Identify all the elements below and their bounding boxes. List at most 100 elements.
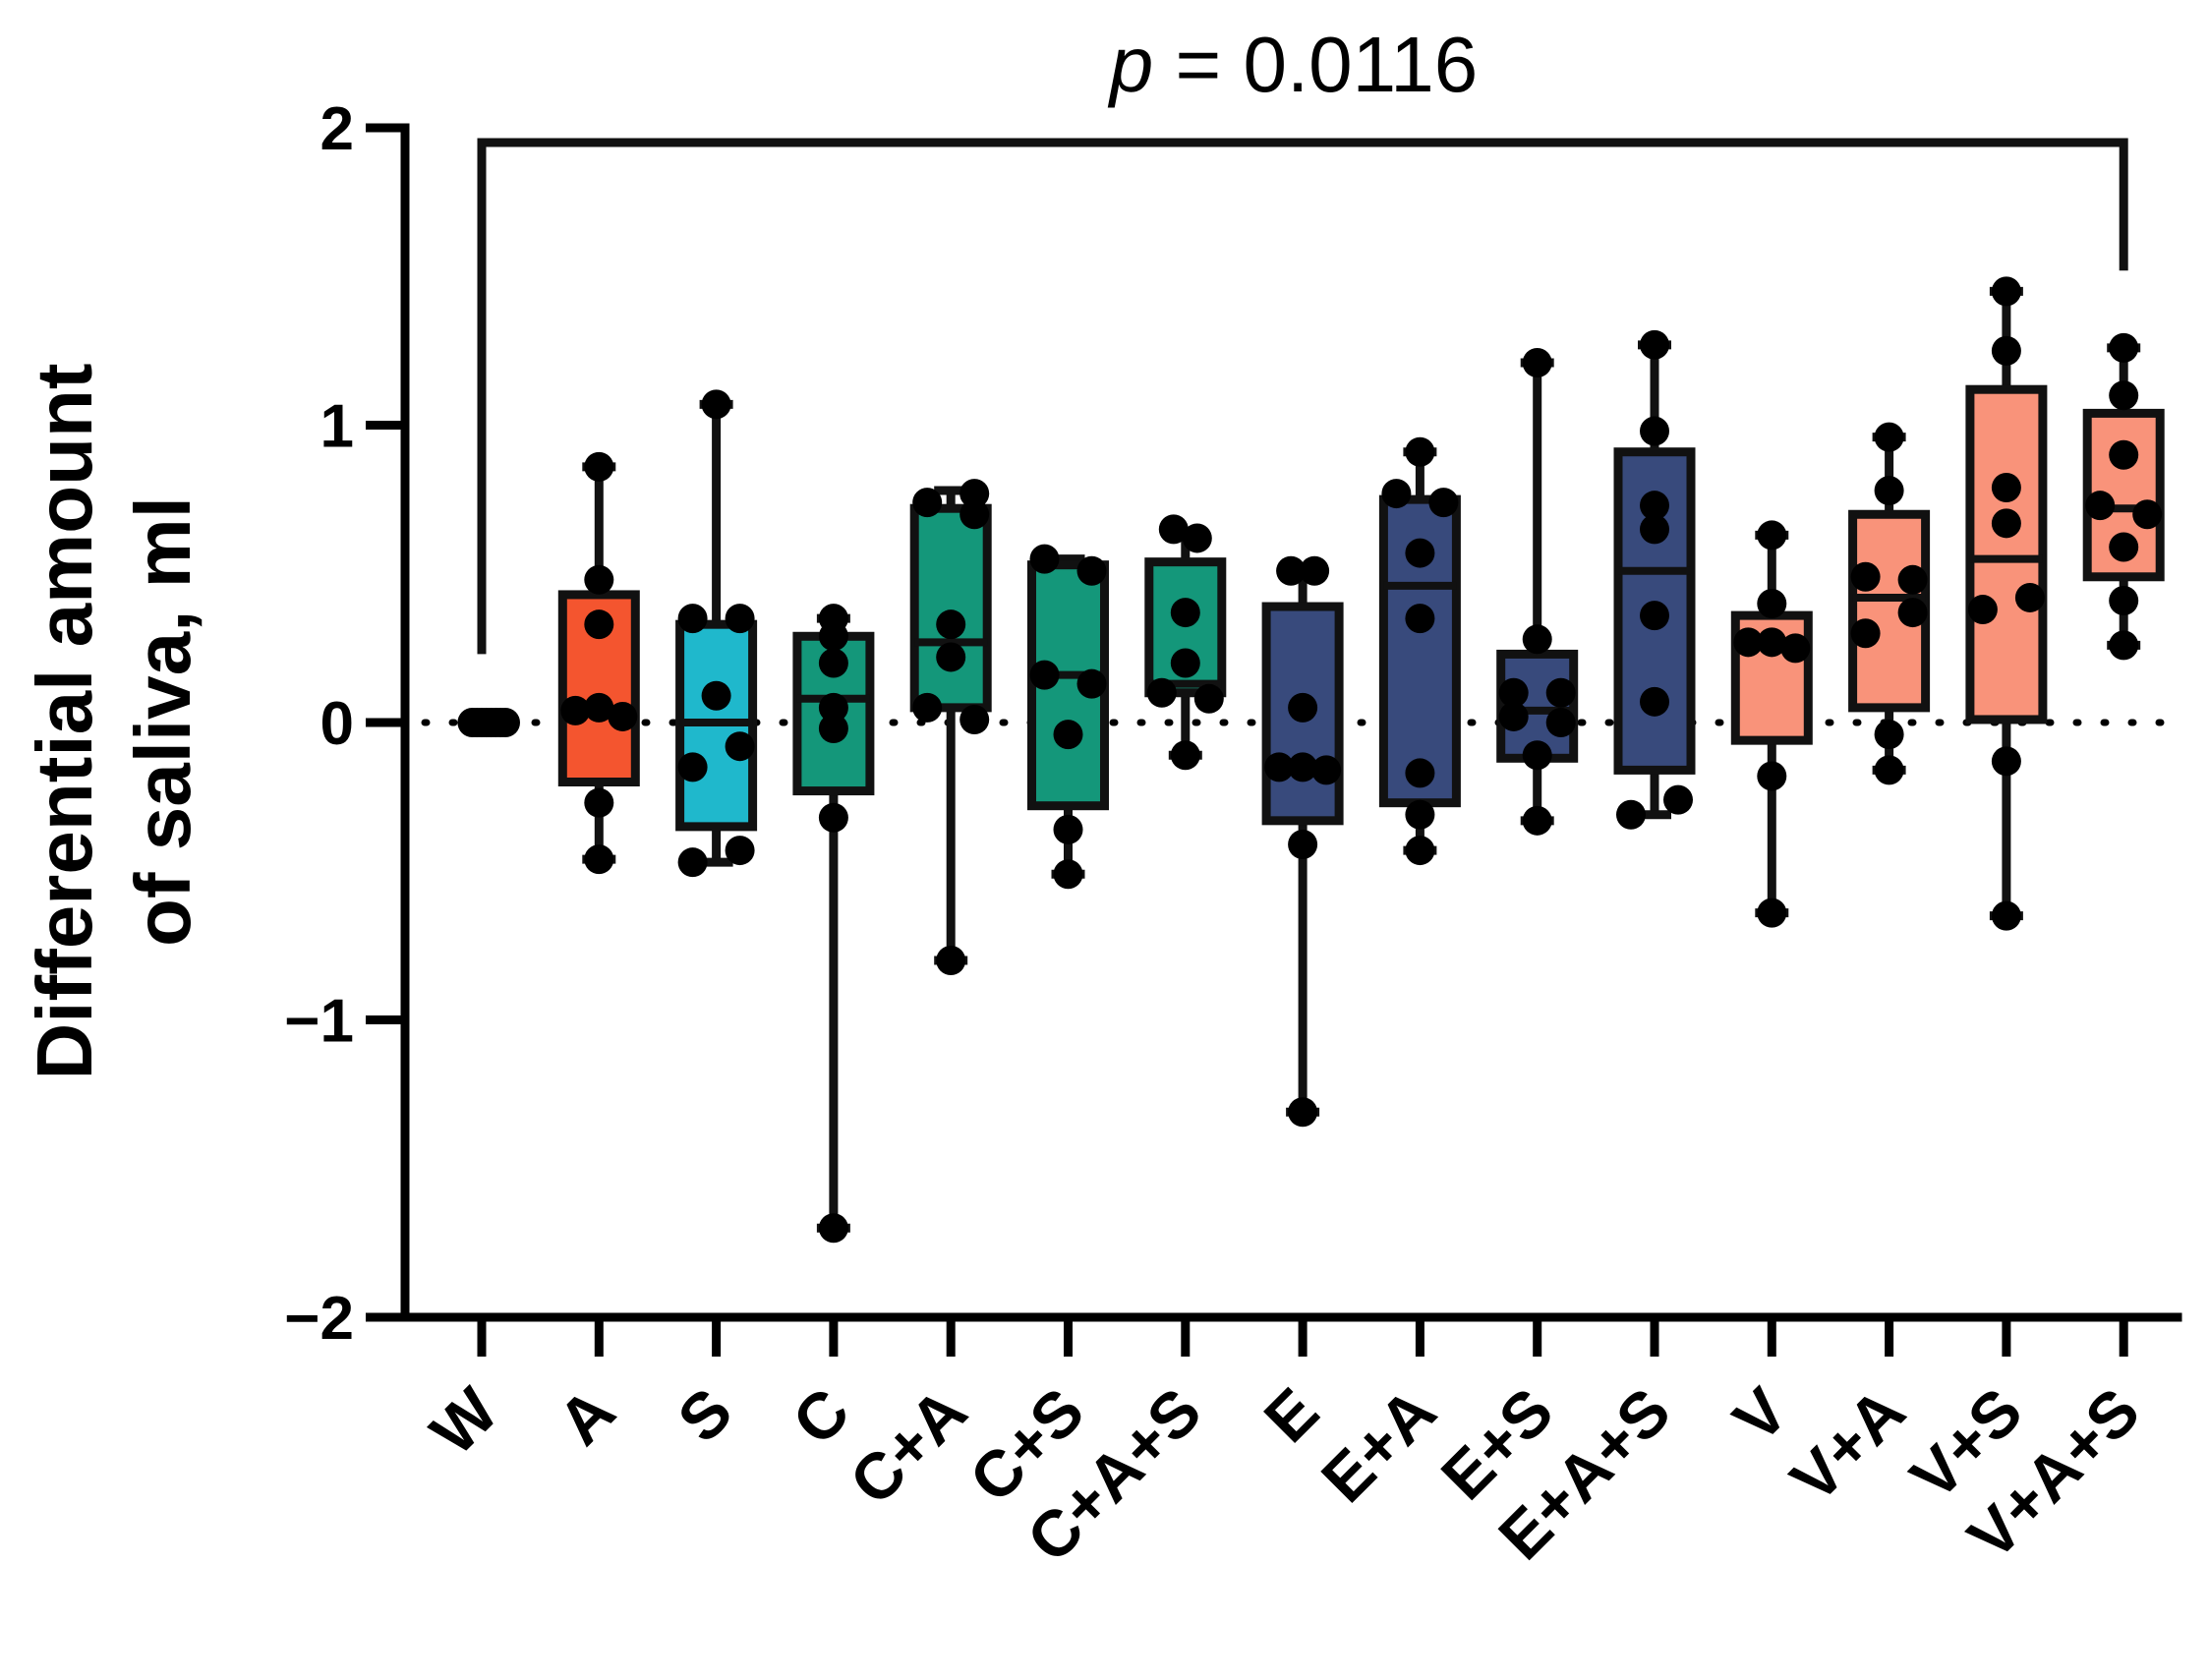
significance-bracket: [477, 138, 2128, 655]
data-point-e-1: [1276, 555, 1307, 586]
data-point-c-s-3: [1029, 660, 1060, 690]
data-point-e-s-5: [1498, 701, 1529, 731]
data-point-s-1: [701, 389, 731, 420]
data-point-c-s-4: [1076, 668, 1107, 699]
data-point-v-s-7: [1991, 746, 2021, 777]
data-point-e-a-5: [1405, 604, 1435, 634]
data-point-c-5: [818, 714, 848, 744]
data-point-e-4: [1264, 752, 1295, 782]
box-v-s: [1965, 384, 2048, 724]
data-point-e-a-7: [1405, 799, 1435, 830]
data-point-e-8: [1288, 1097, 1318, 1128]
data-point-c-3: [818, 648, 848, 678]
x-tick-label-c-a: C+A: [836, 1374, 980, 1519]
data-point-c-a-4: [936, 609, 966, 640]
data-point-v-a-s-4: [2085, 491, 2116, 521]
y-tick-label-3: 1: [320, 393, 354, 461]
data-point-c-a-8: [936, 946, 966, 975]
data-point-e-s-3: [1498, 677, 1529, 708]
p-value-annotation: p = 0.0116: [1108, 21, 1478, 108]
data-point-c-a-3: [959, 499, 990, 530]
data-point-c-a-6: [912, 692, 943, 723]
data-point-e-2: [1300, 555, 1330, 586]
y-axis-title: Differential amount of saliva, ml: [21, 364, 206, 1080]
data-point-c-a-2: [959, 479, 990, 509]
data-point-e-7: [1288, 830, 1318, 860]
data-point-v-2: [1757, 589, 1787, 618]
data-point-e-a-1: [1381, 479, 1412, 509]
data-point-v-6: [1757, 761, 1787, 791]
data-point-v-s-6: [2014, 582, 2045, 612]
boxes-group: [557, 286, 2165, 1233]
data-point-c-a-s-6: [1193, 683, 1224, 714]
x-tick-label-s: S: [664, 1374, 745, 1456]
data-point-c-a-7: [959, 704, 990, 734]
data-point-c-s-6: [1053, 814, 1083, 844]
data-point-e-a-s-5: [1640, 601, 1669, 631]
data-point-v-4: [1757, 627, 1787, 658]
data-point-s-8: [725, 836, 755, 866]
data-point-a-6: [608, 701, 638, 731]
data-point-v-a-2: [1874, 476, 1904, 506]
data-point-e-a-s-2: [1640, 416, 1669, 446]
x-ticks-group: W A S CC+AC+SC+A+S EE+AE+SE+A+S VV+AV+SV+A+S: [417, 1317, 2153, 1576]
data-point-w-8: [491, 708, 520, 737]
data-point-e-s-8: [1522, 805, 1552, 836]
y-tick-label-4: 2: [320, 95, 354, 163]
data-point-a-5: [584, 692, 614, 723]
data-point-a-3: [584, 609, 614, 640]
data-point-a-2: [584, 564, 614, 595]
data-point-v-a-s-2: [2109, 380, 2139, 411]
data-point-v-a-3: [1850, 561, 1881, 592]
data-point-e-a-s-4: [1640, 514, 1669, 545]
data-point-a-8: [584, 844, 614, 875]
data-point-e-a-2: [1428, 488, 1459, 518]
y-axis-title-line-2: of saliva, ml: [119, 496, 206, 947]
data-point-c-a-s-4: [1170, 648, 1200, 678]
data-point-s-4: [701, 680, 731, 711]
data-point-c-s-7: [1053, 859, 1083, 890]
data-point-v-a-8: [1874, 755, 1904, 785]
data-point-s-7: [677, 847, 708, 878]
data-point-v-a-5: [1850, 618, 1881, 649]
data-point-e-6: [1311, 755, 1342, 785]
data-point-e-a-3: [1405, 436, 1435, 467]
data-point-v-a-s-8: [2109, 630, 2139, 661]
data-point-e-a-4: [1405, 538, 1435, 568]
data-point-e-a-s-6: [1640, 686, 1669, 717]
data-point-v-a-s-6: [2109, 532, 2139, 562]
data-point-v-s-4: [1991, 508, 2021, 539]
data-point-v-1: [1757, 520, 1787, 550]
data-point-c-7: [818, 1213, 848, 1244]
y-tick-label-1: −1: [284, 988, 354, 1056]
p-symbol: p: [1108, 21, 1154, 108]
data-point-e-s-2: [1522, 624, 1552, 655]
data-point-c-a-s-3: [1170, 598, 1200, 628]
data-point-c-a-s-1: [1158, 514, 1189, 545]
data-point-c-a-s-5: [1146, 677, 1177, 708]
box-c-a: [909, 503, 992, 713]
data-point-c-s-1: [1029, 544, 1060, 574]
data-point-c-6: [818, 802, 848, 833]
data-point-v-a-s-3: [2109, 439, 2139, 470]
data-point-e-s-1: [1522, 347, 1552, 377]
x-tick-label-c: C: [779, 1374, 863, 1459]
data-point-c-a-s-2: [1182, 523, 1212, 553]
data-point-v-s-5: [1967, 595, 1998, 625]
y-ticks-group: −2 −1 0 1 2: [284, 95, 405, 1353]
x-tick-label-v: V: [1719, 1374, 1801, 1456]
data-point-v-5: [1780, 633, 1811, 664]
data-point-v-a-6: [1897, 598, 1928, 628]
y-tick-label-2: 0: [320, 690, 354, 758]
data-point-e-a-s-1: [1640, 329, 1669, 360]
data-point-s-5: [725, 731, 755, 762]
y-axis-title-line-1: Differential amount: [21, 364, 108, 1080]
data-point-v-s-8: [1991, 900, 2021, 931]
data-point-c-s-5: [1053, 720, 1083, 750]
data-point-v-a-1: [1874, 422, 1904, 452]
data-point-e-3: [1288, 692, 1318, 723]
data-point-s-3: [725, 604, 755, 634]
data-point-v-a-s-5: [2132, 499, 2163, 530]
data-point-e-a-s-8: [1663, 784, 1693, 815]
data-point-c-a-5: [936, 642, 966, 672]
